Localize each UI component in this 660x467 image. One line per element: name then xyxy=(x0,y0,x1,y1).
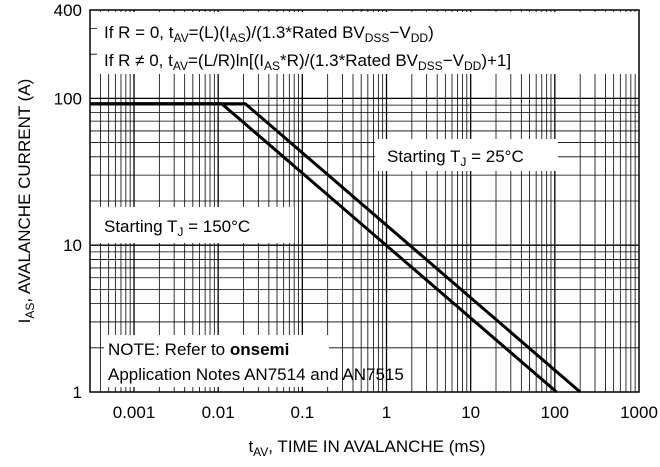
x-tick-label: 0.01 xyxy=(202,403,235,422)
label-tj-150: Starting TJ = 150°C xyxy=(104,217,250,239)
y-tick-label: 400 xyxy=(54,1,82,20)
y-tick-label: 1 xyxy=(73,383,82,402)
label-25-box xyxy=(375,139,558,171)
y-tick-label: 100 xyxy=(54,89,82,108)
x-axis-title: tAV, TIME IN AVALANCHE (mS) xyxy=(248,437,485,459)
y-tick-label: 10 xyxy=(63,236,82,255)
note-line-1: NOTE: Refer to onsemi xyxy=(108,340,289,359)
y-axis-title: IAS, AVALANCHE CURRENT (A) xyxy=(15,79,37,324)
series-line-tj-150 xyxy=(90,102,558,394)
note-box xyxy=(104,335,329,387)
formula-line-1: If R = 0, tAV=(L)(IAS)/(1.3*Rated BVDSS−… xyxy=(104,23,434,45)
plot-frame xyxy=(89,9,640,393)
formula-line-2: If R ≠ 0, tAV=(L/R)ln[(IAS*R)/(1.3*Rated… xyxy=(104,51,511,73)
x-tick-label: 100 xyxy=(541,403,569,422)
x-tick-label: 0.1 xyxy=(291,403,315,422)
label-tj-25: Starting TJ = 25°C xyxy=(387,147,524,169)
formula-box xyxy=(97,12,639,74)
note-line-2: Application Notes AN7514 and AN7515 xyxy=(108,365,404,384)
tick-labels: 0.001 0.01 0.1 1 10 100 1000 1 10 100 400 xyxy=(54,1,658,422)
series-layer xyxy=(90,102,582,394)
label-150-box xyxy=(94,207,294,243)
x-tick-label: 1 xyxy=(382,403,391,422)
x-tick-label: 1000 xyxy=(620,403,658,422)
x-tick-label: 10 xyxy=(461,403,480,422)
x-tick-label: 0.001 xyxy=(113,403,156,422)
